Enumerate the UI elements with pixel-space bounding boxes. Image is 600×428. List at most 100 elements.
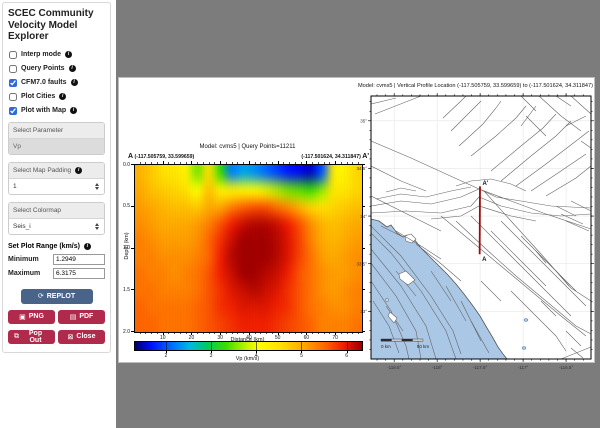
pop-out-button[interactable]: ⧉ Pop Out (8, 329, 55, 344)
x-axis-minor-tick (300, 332, 302, 334)
plot-with-map-label: Plot with Map (21, 107, 67, 114)
x-axis-minor-tick (312, 332, 314, 334)
pop-out-button-label: Pop Out (28, 329, 43, 344)
colorbar-tick (301, 351, 303, 353)
x-axis-minor-tick (151, 332, 153, 334)
fault-line (570, 347, 584, 359)
x-axis-minor-tick (329, 332, 331, 334)
profile-plot-title: Model: cvms5 | Query Points=11211 (199, 144, 296, 150)
profile-endpoint-a-prime: (-117.501624, 34.311847) A' (301, 153, 369, 160)
x-axis-minor-tick (139, 332, 141, 334)
colorbar-tick-label: 2 (164, 353, 168, 359)
x-axis-minor-tick (340, 332, 342, 334)
colormap-select-group: Select Colormap Seis_i (8, 201, 105, 235)
offshore-fault-line (370, 262, 422, 360)
info-icon[interactable]: i (75, 166, 83, 174)
plot-range-label: Set Plot Range (km/s) (8, 242, 80, 250)
info-icon[interactable]: i (59, 93, 67, 100)
offshore-fault-line (370, 232, 457, 360)
info-icon[interactable]: i (83, 242, 91, 250)
x-tick-label: 60 (303, 335, 310, 341)
replot-button-label: REPLOT (46, 292, 76, 300)
lake (521, 346, 527, 350)
fault-line (560, 346, 592, 360)
export-button-row: ▣ PNG ▤ PDF (8, 309, 105, 324)
fault-line (370, 140, 480, 190)
parameter-value: Vp (13, 142, 21, 150)
x-axis-minor-tick (271, 332, 273, 334)
fault-line (370, 165, 427, 192)
checkbox-row-plot-cities: Plot Cities i (8, 92, 105, 101)
fault-line (370, 196, 592, 217)
fault-line (442, 95, 467, 119)
info-icon[interactable]: i (70, 107, 78, 114)
maximum-row: Maximum (8, 267, 105, 279)
fault-line (565, 330, 582, 347)
minimum-input[interactable] (53, 253, 105, 265)
refresh-icon: ⟳ (37, 293, 44, 300)
map-plot-title: Model: cvms5 | Vertical Profile Location… (358, 83, 593, 89)
map-padding-label: Select Map Padding (13, 166, 72, 174)
fault-line (370, 188, 592, 209)
distance-axis-label: Distance (km) (230, 337, 265, 343)
plot-cities-checkbox[interactable] (9, 92, 17, 101)
map-border (370, 95, 592, 360)
profile-marker-a-prime: A' (483, 181, 489, 187)
lat-tick-label: 33.5° (356, 262, 367, 267)
maximum-input[interactable] (53, 267, 105, 279)
cfm-faults-checkbox[interactable] (9, 78, 17, 87)
stepper-icon (95, 182, 99, 190)
parameter-select[interactable]: Vp (9, 138, 104, 154)
lake (523, 318, 529, 322)
fault-line (500, 120, 572, 182)
plot-with-map-checkbox[interactable] (9, 106, 17, 115)
fault-line (440, 215, 587, 337)
lon-tick-label: -118.5° (387, 365, 401, 370)
info-icon[interactable]: i (70, 79, 78, 86)
sidebar: SCEC Community Velocity Model Explorer I… (2, 2, 111, 353)
fault-line (455, 178, 527, 192)
x-axis-minor-tick (139, 162, 141, 164)
replot-button[interactable]: ⟳ REPLOT (20, 288, 93, 304)
fault-line (520, 105, 537, 127)
x-axis-minor-tick (340, 162, 342, 164)
x-axis-minor-tick (225, 332, 227, 334)
colorbar-tick-label: 4 (254, 353, 258, 359)
colorbar-tick (301, 342, 303, 350)
offshore-fault-line (370, 225, 462, 355)
x-axis-minor-tick (202, 162, 204, 164)
fault-line (395, 230, 442, 260)
lat-tick-label: 34° (360, 214, 367, 219)
y-tick-label: 0.5 (123, 203, 130, 210)
colorbar-tick (256, 342, 258, 350)
query-points-checkbox[interactable] (9, 64, 17, 73)
fault-line (515, 130, 590, 187)
info-icon[interactable]: i (65, 51, 73, 58)
colormap-select[interactable]: Seis_i (9, 218, 104, 234)
offshore-fault-line (445, 285, 467, 322)
island (404, 233, 417, 244)
info-icon[interactable]: i (68, 65, 76, 72)
fault-line (570, 95, 592, 115)
x-axis-minor-tick (254, 332, 256, 334)
x-axis-minor-tick (346, 162, 348, 164)
interp-mode-checkbox[interactable] (9, 50, 17, 59)
pdf-button[interactable]: ▤ PDF (58, 309, 105, 324)
close-button[interactable]: ⊠ Close (58, 329, 105, 344)
colorbar-tick (346, 342, 348, 350)
map-padding-select[interactable]: 1 (9, 178, 104, 194)
lon-tick-label: -118° (432, 365, 443, 370)
x-axis-minor-tick (358, 162, 360, 164)
x-axis-minor-tick (174, 162, 176, 164)
fault-line (555, 205, 577, 217)
profile-endpoints-annotation: A (-117.505759, 33.599659) (-117.501624,… (128, 153, 369, 160)
profile-marker-a: A (482, 257, 487, 263)
png-button[interactable]: ▣ PNG (8, 309, 55, 324)
fault-line (535, 250, 547, 264)
x-axis-minor-tick (174, 332, 176, 334)
fault-line (500, 220, 587, 307)
x-axis-minor-tick (346, 332, 348, 334)
x-axis-minor-tick (266, 332, 268, 334)
colorbar-tick (211, 351, 213, 353)
y-axis-tick (362, 205, 365, 207)
